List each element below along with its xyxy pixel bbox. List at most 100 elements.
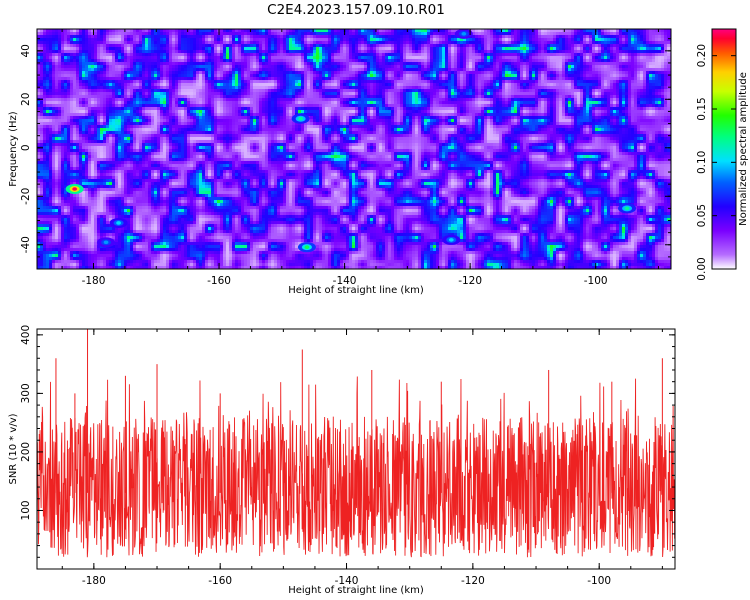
heatmap-cell — [115, 29, 119, 33]
heatmap-cell — [640, 95, 644, 99]
heatmap-cell — [259, 41, 263, 45]
heatmap-cell — [349, 98, 353, 102]
heatmap-cell — [307, 65, 311, 69]
heatmap-cell — [400, 44, 404, 48]
heatmap-cell — [271, 98, 275, 102]
heatmap-cell — [589, 71, 593, 75]
heatmap-cell — [103, 29, 107, 33]
heatmap-cell — [184, 62, 188, 66]
heatmap-cell — [265, 83, 269, 87]
heatmap-cell — [637, 92, 641, 96]
heatmap-cell — [190, 92, 194, 96]
heatmap-cell — [331, 71, 335, 75]
heatmap-cell — [622, 41, 626, 45]
heatmap-cell — [553, 47, 557, 51]
heatmap-cell — [460, 95, 464, 99]
heatmap-cell — [262, 59, 266, 63]
heatmap-cell — [190, 86, 194, 90]
heatmap-cell — [394, 47, 398, 51]
heatmap-cell — [211, 59, 215, 63]
heatmap-cell — [325, 53, 329, 57]
heatmap-cell — [601, 47, 605, 51]
heatmap-cell — [256, 44, 260, 48]
heatmap-cell — [121, 77, 125, 81]
heatmap-cell — [466, 74, 470, 78]
heatmap-cell — [358, 98, 362, 102]
heatmap-cell — [640, 68, 644, 72]
heatmap-cell — [241, 50, 245, 54]
heatmap-cell — [253, 47, 257, 51]
heatmap-cell — [331, 77, 335, 81]
heatmap-cell — [322, 95, 326, 99]
heatmap-cell — [127, 98, 131, 102]
heatmap-cell — [79, 71, 83, 75]
heatmap-cell — [664, 50, 668, 54]
heatmap-cell — [391, 89, 395, 93]
heatmap-cell — [73, 71, 77, 75]
heatmap-cell — [535, 50, 539, 54]
heatmap-cell — [496, 95, 500, 99]
heatmap-cell — [658, 71, 662, 75]
heatmap-cell — [211, 95, 215, 99]
heatmap-cell — [358, 71, 362, 75]
heatmap-cell — [175, 44, 179, 48]
heatmap-cell — [607, 32, 611, 36]
heatmap-cell — [166, 29, 170, 33]
heatmap-cell — [55, 35, 59, 39]
heatmap-cell — [91, 29, 95, 33]
heatmap-cell — [631, 68, 635, 72]
heatmap-cell — [412, 77, 416, 81]
heatmap-cell — [181, 32, 185, 36]
heatmap-cell — [187, 41, 191, 45]
heatmap-cell — [631, 83, 635, 87]
heatmap-cell — [304, 74, 308, 78]
heatmap-cell — [316, 98, 320, 102]
heatmap-cell — [427, 77, 431, 81]
heatmap-cell — [316, 41, 320, 45]
heatmap-cell — [106, 62, 110, 66]
heatmap-cell — [40, 29, 44, 33]
heatmap-cell — [454, 44, 458, 48]
heatmap-cell — [133, 35, 137, 39]
heatmap-cell — [124, 83, 128, 87]
heatmap-cell — [244, 38, 248, 42]
heatmap-cell — [145, 65, 149, 69]
heatmap-cell — [631, 89, 635, 93]
heatmap-cell — [493, 47, 497, 51]
heatmap-cell — [610, 86, 614, 90]
heatmap-cell — [97, 29, 101, 33]
heatmap-cell — [661, 44, 665, 48]
heatmap-cell — [517, 68, 521, 72]
heatmap-cell — [235, 44, 239, 48]
heatmap-cell — [523, 59, 527, 63]
heatmap-cell — [577, 68, 581, 72]
heatmap-cell — [403, 29, 407, 33]
heatmap-cell — [469, 74, 473, 78]
heatmap-cell — [616, 89, 620, 93]
heatmap-cell — [355, 80, 359, 84]
heatmap-cell — [481, 38, 485, 42]
heatmap-cell — [640, 65, 644, 69]
heatmap-cell — [664, 44, 668, 48]
heatmap-cell — [526, 77, 530, 81]
heatmap-cell — [550, 62, 554, 66]
heatmap-cell — [610, 77, 614, 81]
heatmap-cell — [82, 62, 86, 66]
heatmap-cell — [175, 53, 179, 57]
heatmap-cell — [274, 29, 278, 33]
heatmap-cell — [172, 53, 176, 57]
heatmap-cell — [91, 89, 95, 93]
heatmap-cell — [481, 35, 485, 39]
heatmap-cell — [376, 35, 380, 39]
heatmap-cell — [151, 71, 155, 75]
heatmap-cell — [364, 80, 368, 84]
heatmap-cell — [289, 35, 293, 39]
heatmap-cell — [244, 68, 248, 72]
heatmap-cell — [55, 41, 59, 45]
heatmap-cell — [58, 86, 62, 90]
heatmap-cell — [319, 41, 323, 45]
heatmap-cell — [241, 80, 245, 84]
heatmap-cell — [538, 50, 542, 54]
heatmap-cell — [37, 65, 41, 69]
heatmap-cell — [391, 56, 395, 60]
